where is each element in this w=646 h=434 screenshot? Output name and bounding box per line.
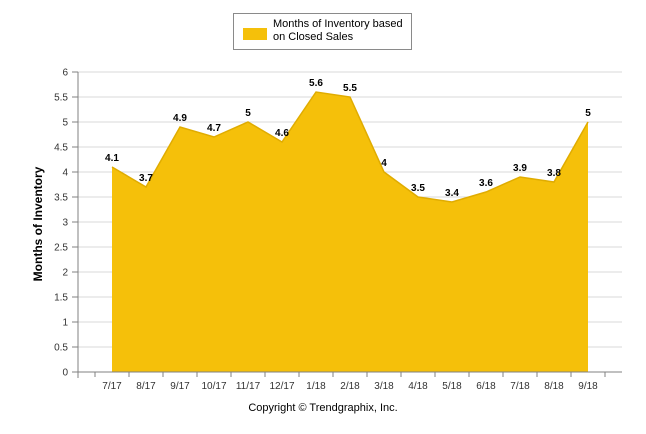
- data-label: 5: [585, 108, 591, 119]
- data-label: 5.6: [309, 78, 323, 89]
- x-tick-label: 4/18: [408, 381, 428, 392]
- x-tick-label: 8/17: [136, 381, 156, 392]
- y-tick-label: 5: [62, 118, 68, 129]
- data-label: 4.1: [105, 153, 119, 164]
- x-tick-label: 3/18: [374, 381, 394, 392]
- data-label: 3.4: [445, 188, 459, 199]
- y-tick-label: 3.5: [54, 193, 68, 204]
- axes: [77, 72, 622, 378]
- y-tick-label: 0: [62, 368, 68, 379]
- data-label: 3.5: [411, 183, 425, 194]
- data-label: 4.9: [173, 113, 187, 124]
- y-tick-label: 2: [62, 268, 68, 279]
- legend: Months of Inventory based on Closed Sale…: [233, 13, 412, 50]
- x-tick-label: 12/17: [269, 381, 294, 392]
- x-tick-label: 5/18: [442, 381, 462, 392]
- data-label: 4.6: [275, 128, 289, 139]
- x-axis-ticks: 7/17 8/17 9/17 10/17 11/17 12/17 1/18 2/18 3/18 4…: [94, 372, 606, 392]
- x-tick-label: 9/17: [170, 381, 190, 392]
- data-label: 3.9: [513, 163, 527, 174]
- data-label: 3.7: [139, 173, 153, 184]
- data-label: 4: [381, 158, 387, 169]
- x-tick-label: 9/18: [578, 381, 598, 392]
- x-tick-label: 2/18: [340, 381, 360, 392]
- y-tick-label: 3: [62, 218, 68, 229]
- area-series: [111, 91, 589, 372]
- x-tick-label: 1/18: [306, 381, 326, 392]
- y-axis-ticks: 0 0.5 1 1.5 2 2.5 3 3.5 4 4.5 5 5.5 6: [54, 68, 78, 379]
- y-tick-label: 6: [62, 68, 68, 79]
- data-label: 3.8: [547, 168, 561, 179]
- y-tick-label: 5.5: [54, 93, 68, 104]
- area-fill: [112, 92, 588, 372]
- x-tick-label: 11/17: [236, 381, 261, 392]
- data-label: 4.7: [207, 123, 221, 134]
- copyright-footer: Copyright © Trendgraphix, Inc.: [248, 402, 398, 414]
- y-tick-label: 4: [62, 168, 68, 179]
- x-tick-label: 6/18: [476, 381, 496, 392]
- y-axis-title: Months of Inventory: [31, 166, 45, 282]
- x-tick-label: 8/18: [544, 381, 564, 392]
- data-labels: 4.1 3.7 4.9 4.7 5 4.6 5.6 5.5 4 3.5 3.4 3.6 3.9 3.8 5: [105, 78, 591, 199]
- x-tick-label: 7/18: [510, 381, 530, 392]
- data-label: 3.6: [479, 178, 493, 189]
- data-label: 5: [245, 108, 251, 119]
- legend-swatch: [243, 28, 267, 40]
- y-tick-label: 2.5: [54, 243, 68, 254]
- y-tick-label: 1.5: [54, 293, 68, 304]
- y-tick-label: 1: [62, 318, 68, 329]
- y-tick-label: 0.5: [54, 343, 68, 354]
- y-tick-label: 4.5: [54, 143, 68, 154]
- x-tick-label: 10/17: [201, 381, 226, 392]
- x-tick-label: 7/17: [102, 381, 122, 392]
- data-label: 5.5: [343, 83, 357, 94]
- series-line: [111, 91, 589, 203]
- legend-label: Months of Inventory based on Closed Sale…: [273, 18, 403, 43]
